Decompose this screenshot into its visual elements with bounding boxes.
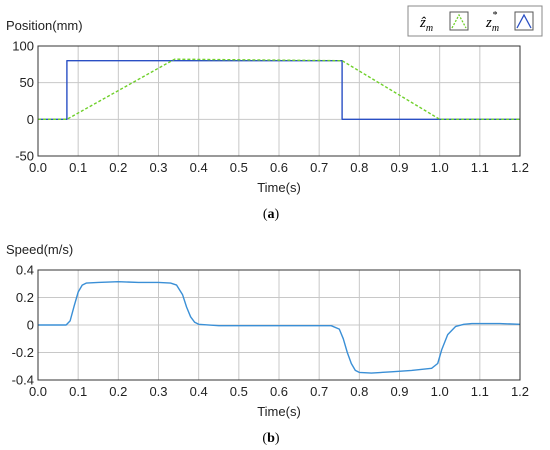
x-tick-label: 0.2 — [109, 384, 127, 399]
speed-xticks: 0.0 0.1 0.2 0.3 0.4 0.5 0.6 0.7 0.8 0.9 1.0 1.1 1.2 — [29, 384, 529, 399]
speed-ylabel: Speed(m/s) — [6, 242, 73, 257]
y-tick-label: 0 — [27, 318, 34, 333]
legend-entry-estimated: ẑm — [419, 15, 433, 34]
series-line-1 — [38, 60, 520, 121]
y-tick-label: 0.2 — [16, 290, 34, 305]
speed-series — [38, 281, 521, 374]
x-tick-label: 0.8 — [350, 384, 368, 399]
speed-xlabel: Time(s) — [257, 404, 301, 419]
series-line-1 — [38, 281, 521, 374]
x-tick-label: 0.6 — [270, 384, 288, 399]
speed-chart: Speed(m/s) -0.4-0.200.20.4 0.0 0.1 0.2 0.3 0… — [6, 242, 529, 446]
x-tick-label: 0.6 — [270, 160, 288, 175]
caption-a: (a) — [263, 207, 280, 222]
y-tick-label: 0 — [27, 112, 34, 127]
x-tick-label: 0.4 — [190, 160, 208, 175]
position-yticks: -50 0 50 100 — [12, 39, 34, 164]
y-tick-label: -50 — [15, 149, 34, 164]
speed-plot-frame — [37, 269, 521, 381]
y-tick-label: -0.4 — [12, 373, 34, 388]
y-tick-label: -0.2 — [12, 345, 34, 360]
x-tick-label: 0.3 — [149, 384, 167, 399]
x-tick-label: 0.1 — [69, 384, 87, 399]
x-tick-label: 0.5 — [230, 384, 248, 399]
speed-yticks: -0.4 -0.2 0 0.2 0.4 — [12, 263, 34, 388]
x-tick-label: 1.1 — [471, 384, 489, 399]
x-tick-label: 0.1 — [69, 160, 87, 175]
caption-b: (b) — [262, 431, 279, 446]
position-series — [38, 58, 520, 121]
x-tick-label: 0.8 — [350, 160, 368, 175]
x-tick-label: 1.0 — [431, 160, 449, 175]
legend-entry-reference: zm* — [485, 10, 499, 34]
x-tick-label: 0.4 — [190, 384, 208, 399]
x-tick-label: 0.9 — [390, 160, 408, 175]
x-tick-label: 1.2 — [511, 160, 529, 175]
x-tick-label: 1.2 — [511, 384, 529, 399]
position-legend: ẑm zm* — [407, 5, 543, 37]
x-tick-label: 0.7 — [310, 384, 328, 399]
position-xticks: 0.0 0.1 0.2 0.3 0.4 0.5 0.6 0.7 0.8 0.9 1.0 1.1 1.2 — [29, 160, 529, 175]
position-grid — [37, 45, 521, 157]
x-tick-label: 0.5 — [230, 160, 248, 175]
x-tick-label: 1.0 — [431, 384, 449, 399]
y-tick-label: 0.4 — [16, 263, 34, 278]
legend-swatch-reference — [514, 11, 534, 31]
x-tick-label: 0.2 — [109, 160, 127, 175]
x-tick-label: 0.9 — [390, 384, 408, 399]
x-tick-label: 1.1 — [471, 160, 489, 175]
position-plot-frame — [37, 45, 521, 157]
x-tick-label: 0.0 — [29, 160, 47, 175]
legend-swatch-estimated — [449, 11, 469, 31]
x-tick-label: 0.3 — [149, 160, 167, 175]
y-tick-label: 50 — [20, 75, 34, 90]
x-tick-label: 0.7 — [310, 160, 328, 175]
series-line-2 — [38, 58, 520, 121]
position-xlabel: Time(s) — [257, 180, 301, 195]
position-ylabel: Position(mm) — [6, 18, 83, 33]
y-tick-label: 100 — [12, 39, 34, 54]
x-tick-label: 0.0 — [29, 384, 47, 399]
